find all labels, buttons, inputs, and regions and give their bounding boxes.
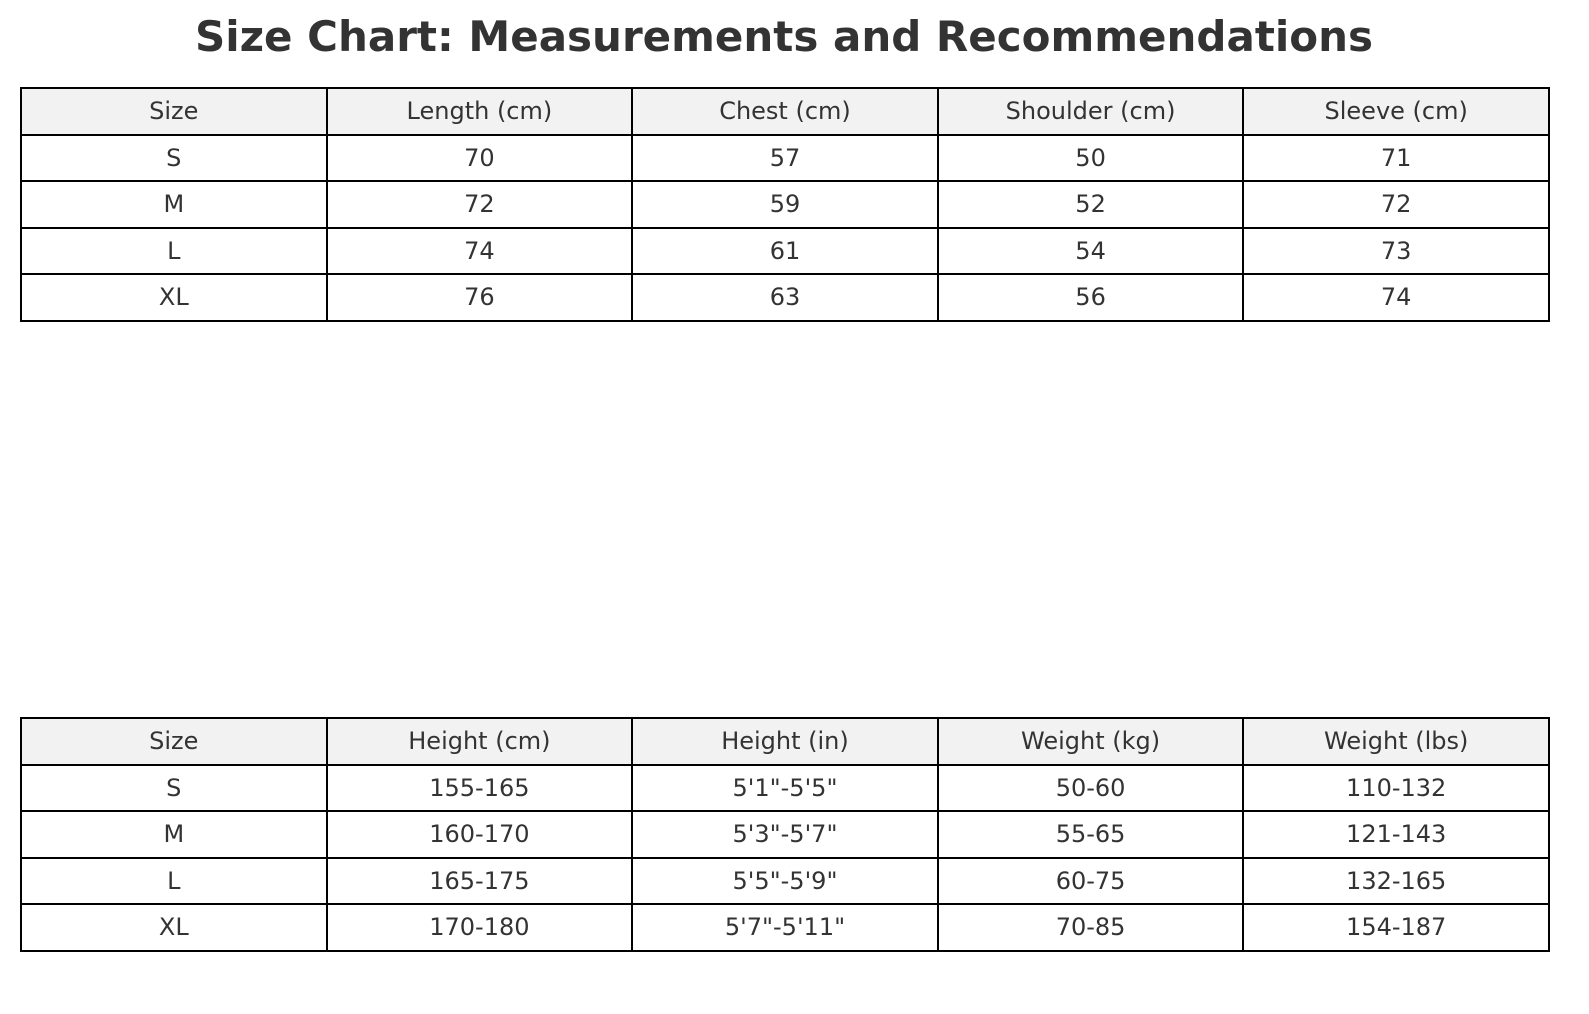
table-row: M 160-170 5'3"-5'7" 55-65 121-143	[20, 810, 1550, 859]
table-cell: M	[20, 180, 328, 229]
table-cell: 52	[936, 180, 1245, 229]
table-cell: 5'7"-5'11"	[631, 903, 939, 952]
column-header: Weight (kg)	[936, 717, 1245, 766]
table-cell: 5'3"-5'7"	[631, 810, 939, 859]
table-cell: 74	[1242, 273, 1550, 322]
table-row: L 165-175 5'5"-5'9" 60-75 132-165	[20, 856, 1550, 905]
column-header: Length (cm)	[325, 87, 634, 136]
column-header: Shoulder (cm)	[936, 87, 1245, 136]
table-cell: 165-175	[325, 856, 634, 905]
table-row: S 155-165 5'1"-5'5" 50-60 110-132	[20, 763, 1550, 812]
table-cell: XL	[20, 273, 328, 322]
table-cell: 73	[1242, 226, 1550, 275]
table-cell: 61	[631, 226, 939, 275]
table-cell: S	[20, 763, 328, 812]
table-cell: 57	[631, 133, 939, 182]
table-cell: 55-65	[936, 810, 1245, 859]
table-cell: 132-165	[1242, 856, 1550, 905]
table-cell: 154-187	[1242, 903, 1550, 952]
table-cell: 70-85	[936, 903, 1245, 952]
table-cell: 74	[325, 226, 634, 275]
column-header: Height (cm)	[325, 717, 634, 766]
table-cell: L	[20, 856, 328, 905]
table-cell: 170-180	[325, 903, 634, 952]
table-cell: 50	[936, 133, 1245, 182]
table-row: XL 170-180 5'7"-5'11" 70-85 154-187	[20, 903, 1550, 952]
table-cell: 121-143	[1242, 810, 1550, 859]
table-cell: 71	[1242, 133, 1550, 182]
column-header: Sleeve (cm)	[1242, 87, 1550, 136]
table-cell: 59	[631, 180, 939, 229]
table-cell: 70	[325, 133, 634, 182]
table-cell: 155-165	[325, 763, 634, 812]
table-row: L 74 61 54 73	[20, 226, 1550, 275]
chart-title: Size Chart: Measurements and Recommendat…	[194, 12, 1374, 61]
table-cell: XL	[20, 903, 328, 952]
table-row: S 70 57 50 71	[20, 133, 1550, 182]
header-row: Size Height (cm) Height (in) Weight (kg) Wei…	[20, 717, 1550, 766]
table-cell: M	[20, 810, 328, 859]
table-cell: 63	[631, 273, 939, 322]
column-header: Weight (lbs)	[1242, 717, 1550, 766]
header-row: Size Length (cm) Chest (cm) Shoulder (cm) Sl…	[20, 87, 1550, 136]
table-cell: S	[20, 133, 328, 182]
column-header: Size	[20, 87, 328, 136]
table-cell: 50-60	[936, 763, 1245, 812]
table-cell: 60-75	[936, 856, 1245, 905]
table-cell: 5'1"-5'5"	[631, 763, 939, 812]
table-row: M 72 59 52 72	[20, 180, 1550, 229]
measurements-table: Size Length (cm) Chest (cm) Shoulder (cm) Sl…	[20, 87, 1550, 322]
table-cell: 54	[936, 226, 1245, 275]
table-cell: 72	[325, 180, 634, 229]
column-header: Chest (cm)	[631, 87, 939, 136]
table-cell: 72	[1242, 180, 1550, 229]
table-row: XL 76 63 56 74	[20, 273, 1550, 322]
column-header: Height (in)	[631, 717, 939, 766]
table-cell: 76	[325, 273, 634, 322]
column-header: Size	[20, 717, 328, 766]
table-cell: 160-170	[325, 810, 634, 859]
table-cell: 110-132	[1242, 763, 1550, 812]
table-cell: 5'5"-5'9"	[631, 856, 939, 905]
table-cell: 56	[936, 273, 1245, 322]
recommendations-table: Size Height (cm) Height (in) Weight (kg) Wei…	[20, 717, 1550, 952]
table-cell: L	[20, 226, 328, 275]
